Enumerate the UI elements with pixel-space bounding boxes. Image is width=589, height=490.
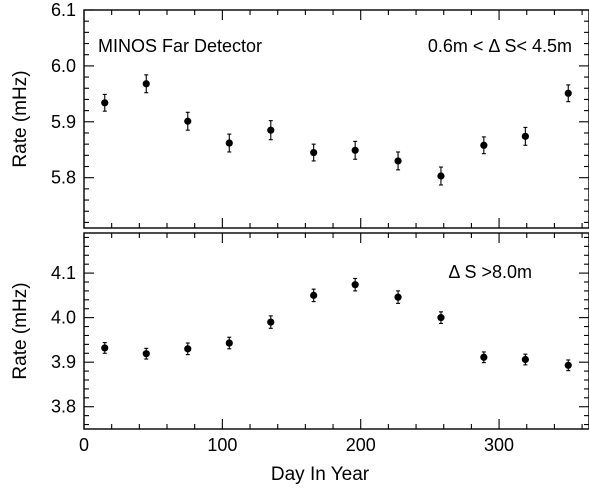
x-tick-labels: 0 100 200 300 (79, 435, 514, 455)
top-data-point (480, 141, 488, 149)
bottom-data-point (437, 314, 445, 322)
bottom-data-point (480, 353, 488, 361)
bottom-y-tick-label: 4.0 (51, 308, 76, 328)
top-data-point (142, 80, 150, 88)
x-tick-label: 0 (79, 435, 89, 455)
top-annotation-right: 0.6m < Δ S< 4.5m (428, 36, 572, 56)
bottom-annotation-right: Δ S >8.0m (448, 262, 532, 282)
top-ticks (83, 9, 589, 228)
top-y-tick-label: 5.8 (51, 168, 76, 188)
bottom-y-tick-labels: 3.8 3.9 4.0 4.1 (51, 263, 76, 417)
top-data-points (101, 80, 572, 180)
bottom-panel: 3.8 3.9 4.0 4.1 0 100 200 300 Δ S >8.0m Rate (… (10, 232, 589, 485)
bottom-y-tick-label: 3.9 (51, 352, 76, 372)
top-data-point (225, 139, 233, 147)
top-y-tick-label: 6.0 (51, 56, 76, 76)
top-data-point (310, 148, 318, 157)
top-data-point (394, 157, 402, 165)
top-annotation-left: MINOS Far Detector (98, 36, 262, 56)
top-data-point (437, 172, 445, 180)
bottom-data-point (394, 293, 402, 301)
bottom-error-bars (102, 277, 571, 372)
top-y-tick-labels: 5.8 5.9 6.0 6.1 (51, 0, 76, 188)
bottom-data-point (351, 281, 359, 289)
top-data-point (101, 99, 109, 107)
top-error-bars (102, 74, 571, 186)
bottom-data-point (564, 361, 572, 369)
top-y-axis-title: Rate (mHz) (10, 70, 31, 167)
top-data-point (564, 89, 572, 97)
bottom-y-tick-label: 4.1 (51, 263, 76, 283)
bottom-data-point (184, 345, 192, 353)
x-tick-label: 100 (207, 435, 237, 455)
bottom-data-point (225, 339, 233, 347)
top-data-point (267, 126, 275, 134)
top-data-point (184, 117, 192, 125)
bottom-data-point (267, 318, 275, 326)
top-data-point (521, 132, 529, 140)
top-y-tick-label: 5.9 (51, 112, 76, 132)
bottom-data-point (310, 291, 318, 299)
bottom-y-tick-label: 3.8 (51, 397, 76, 417)
bottom-ticks (83, 233, 589, 429)
x-axis-title: Day In Year (271, 464, 370, 485)
bottom-data-point (521, 355, 529, 364)
bottom-plot-frame (83, 232, 589, 430)
x-tick-label: 300 (484, 435, 514, 455)
bottom-data-point (101, 344, 109, 352)
top-data-point (351, 146, 359, 154)
top-panel: 5.8 5.9 6.0 6.1 MINOS Far Detector 0.6m < Δ… (10, 0, 589, 229)
top-plot-frame (83, 9, 589, 229)
bottom-y-axis-title: Rate (mHz) (10, 282, 31, 379)
x-tick-label: 200 (346, 435, 376, 455)
bottom-data-point (142, 350, 150, 358)
bottom-data-points (101, 281, 572, 369)
top-y-tick-label: 6.1 (51, 0, 76, 20)
